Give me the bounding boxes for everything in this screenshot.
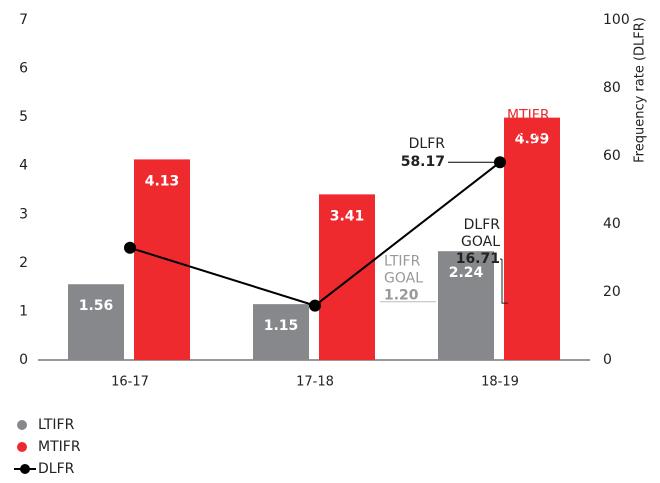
data-label: 1.15 — [264, 318, 299, 334]
x-tick-label: 17-18 — [296, 375, 334, 390]
bar — [504, 117, 560, 360]
legend-label: LTIFR — [38, 417, 75, 433]
data-label: 1.56 — [79, 298, 114, 314]
bar — [319, 194, 375, 360]
annotation-value: 4.25 — [507, 142, 542, 158]
data-label: 4.99 — [515, 132, 550, 148]
annotation-value: 16.71 — [456, 251, 500, 267]
annotation-text: GOAL — [507, 125, 546, 141]
legend-marker — [17, 420, 27, 430]
y2-tick-label: 0 — [603, 352, 612, 368]
annotation-text: GOAL — [384, 271, 423, 287]
series-name-label: DLFR — [409, 136, 446, 152]
bar — [68, 284, 124, 360]
y2-tick-label: 80 — [603, 80, 621, 96]
y2-tick-label: 40 — [603, 216, 621, 232]
y-tick-label: 3 — [19, 206, 28, 222]
bar — [253, 304, 309, 360]
y2-axis-title: Frequency rate (DLFR) — [633, 17, 648, 163]
y-tick-label: 2 — [19, 255, 28, 271]
legend-label: MTIFR — [38, 439, 81, 455]
data-label: 3.41 — [330, 208, 365, 224]
y-tick-label: 6 — [19, 61, 28, 77]
point — [124, 241, 136, 254]
x-tick-label: 18-19 — [481, 375, 519, 390]
legend-marker — [17, 442, 27, 452]
annotation-value: 1.20 — [384, 288, 419, 304]
point — [309, 299, 321, 312]
y-tick-label: 0 — [19, 352, 28, 368]
y2-tick-label: 100 — [603, 12, 630, 28]
y-tick-label: 1 — [19, 303, 28, 319]
y-tick-label: 5 — [19, 109, 28, 125]
bar — [438, 251, 494, 360]
y2-tick-label: 60 — [603, 148, 621, 164]
goal-marker — [500, 258, 508, 304]
legend-label: DLFR — [38, 461, 75, 477]
annotation-text: LTIFR — [384, 254, 421, 270]
annotation-text: GOAL — [461, 234, 500, 250]
bar — [134, 159, 190, 360]
annotation-text: MTIFR — [507, 108, 550, 124]
y-tick-label: 4 — [19, 158, 28, 174]
annotation-text: DLFR — [464, 217, 501, 233]
data-label: 58.17 — [401, 154, 445, 170]
y-tick-label: 7 — [19, 12, 28, 28]
data-label: 4.13 — [145, 173, 180, 189]
x-tick-label: 16-17 — [111, 375, 149, 390]
legend-marker — [20, 464, 30, 474]
y2-tick-label: 20 — [603, 284, 621, 300]
data-label: 2.24 — [449, 265, 484, 281]
